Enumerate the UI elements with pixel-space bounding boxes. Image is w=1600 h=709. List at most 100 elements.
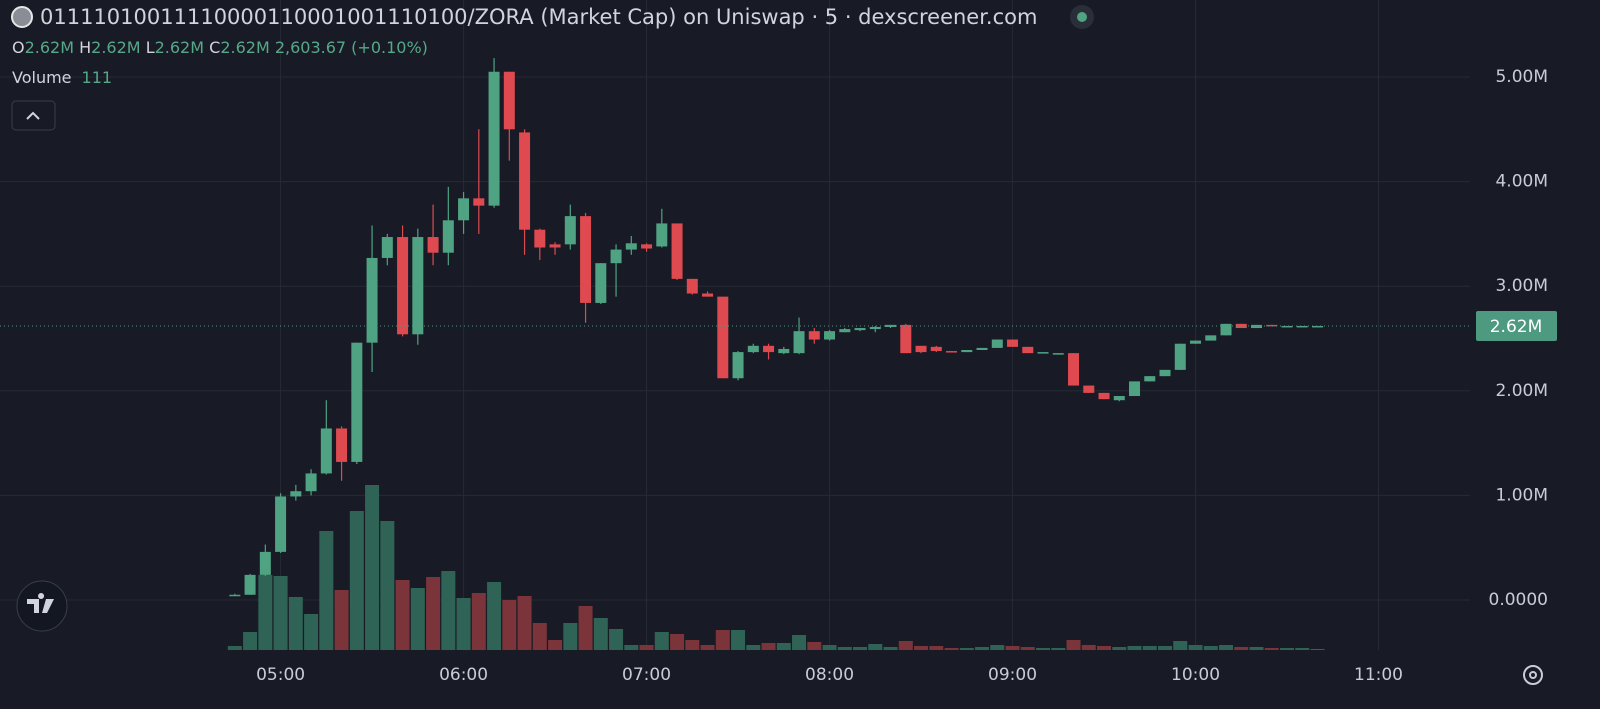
candle-body bbox=[488, 71, 500, 206]
volume-bar bbox=[700, 645, 715, 650]
volume-bar bbox=[807, 642, 822, 650]
volume-bar bbox=[1005, 646, 1020, 650]
collapse-button[interactable] bbox=[11, 100, 56, 131]
last-price-tag bbox=[1476, 310, 1557, 341]
volume-bar bbox=[853, 647, 868, 650]
candle-body bbox=[1205, 335, 1217, 341]
candle-body bbox=[519, 132, 531, 230]
candle-body bbox=[549, 244, 561, 248]
volume-legend: Volume 111 bbox=[12, 68, 112, 87]
candle-body bbox=[1159, 369, 1171, 377]
volume-bar bbox=[1280, 648, 1295, 650]
volume-bar bbox=[304, 614, 319, 650]
volume-bar bbox=[395, 580, 410, 650]
y-tick-label: 0.0000 bbox=[1489, 590, 1548, 610]
volume-bar bbox=[319, 531, 334, 650]
candle-body bbox=[564, 216, 576, 245]
legend-key: H bbox=[79, 38, 91, 57]
candle-body bbox=[427, 237, 439, 253]
volume-bar bbox=[441, 571, 456, 650]
candle-body bbox=[702, 293, 714, 297]
settings-icon-core bbox=[1529, 671, 1537, 679]
volume-bar bbox=[517, 596, 532, 650]
legend-value: 2.62M bbox=[91, 38, 140, 57]
candle-body bbox=[366, 257, 378, 343]
volume-bars bbox=[227, 485, 1325, 650]
volume-value: 111 bbox=[82, 68, 113, 87]
volume-bar bbox=[1310, 648, 1325, 650]
token-logo bbox=[11, 6, 33, 28]
legend-value: 2.62M bbox=[220, 38, 269, 57]
volume-bar bbox=[746, 645, 761, 650]
candle-body bbox=[229, 594, 241, 597]
candle-body bbox=[824, 331, 836, 340]
volume-bar bbox=[883, 647, 898, 650]
candle-body bbox=[991, 339, 1003, 348]
candle-body bbox=[671, 223, 683, 279]
legend-change: 2,603.67 (+0.10%) bbox=[275, 38, 428, 57]
volume-bar bbox=[1066, 640, 1081, 650]
volume-bar bbox=[837, 647, 852, 650]
volume-bar bbox=[990, 645, 1005, 650]
volume-bar bbox=[1295, 648, 1310, 650]
volume-bar bbox=[334, 590, 349, 650]
tv-logo-mark bbox=[27, 593, 54, 613]
volume-bar bbox=[1249, 647, 1264, 650]
volume-bar bbox=[288, 597, 303, 650]
volume-bar bbox=[1234, 647, 1249, 650]
x-tick-label: 10:00 bbox=[1171, 665, 1220, 685]
volume-bar bbox=[593, 618, 608, 650]
candle-body bbox=[900, 324, 912, 354]
y-tick-label: 5.00M bbox=[1495, 67, 1548, 87]
volume-bar bbox=[914, 646, 929, 650]
volume-bar bbox=[1036, 648, 1051, 650]
candle-body bbox=[503, 71, 515, 130]
candle-body bbox=[1312, 325, 1324, 328]
candle-body bbox=[1296, 325, 1308, 328]
x-tick-label: 06:00 bbox=[439, 665, 488, 685]
chart-title: 01111010011110000110001001110100/ZORA (M… bbox=[40, 5, 1037, 29]
volume-bar bbox=[624, 645, 639, 650]
volume-bar bbox=[258, 575, 273, 650]
volume-bar bbox=[349, 511, 364, 650]
y-tick-label: 4.00M bbox=[1495, 172, 1548, 192]
candle-body bbox=[1068, 353, 1080, 386]
volume-bar bbox=[822, 645, 837, 650]
volume-bar bbox=[1203, 646, 1218, 650]
volume-bar bbox=[792, 635, 807, 650]
volume-bar bbox=[410, 588, 425, 650]
candle-body bbox=[1220, 323, 1232, 336]
legend-key: L bbox=[146, 38, 155, 57]
candle-body bbox=[1281, 325, 1293, 328]
candle-body bbox=[732, 352, 744, 379]
candle-body bbox=[808, 331, 820, 340]
candle-body bbox=[1190, 340, 1202, 344]
volume-bar bbox=[532, 623, 547, 650]
candle-body bbox=[351, 342, 363, 462]
candle-body bbox=[1007, 339, 1019, 347]
candle-body bbox=[336, 428, 348, 462]
volume-bar bbox=[426, 577, 441, 650]
volume-bar bbox=[731, 630, 746, 650]
candle-body bbox=[839, 329, 851, 333]
volume-bar bbox=[456, 598, 471, 650]
volume-bar bbox=[868, 644, 883, 650]
candle-body bbox=[1235, 323, 1247, 329]
status-dot bbox=[1077, 12, 1087, 22]
volume-bar bbox=[609, 629, 624, 650]
volume-bar bbox=[715, 630, 730, 650]
candle-body bbox=[412, 237, 424, 335]
volume-bar bbox=[639, 645, 654, 650]
volume-bar bbox=[380, 521, 395, 650]
candle-body bbox=[1037, 352, 1049, 354]
tv-logo[interactable] bbox=[16, 580, 68, 632]
candle-body bbox=[747, 345, 759, 353]
volume-bar bbox=[1158, 646, 1173, 650]
candle-body bbox=[320, 428, 332, 474]
candle-body bbox=[580, 216, 592, 303]
settings-icon[interactable] bbox=[1523, 665, 1543, 685]
volume-bar bbox=[654, 632, 669, 650]
candle-body bbox=[930, 346, 942, 352]
